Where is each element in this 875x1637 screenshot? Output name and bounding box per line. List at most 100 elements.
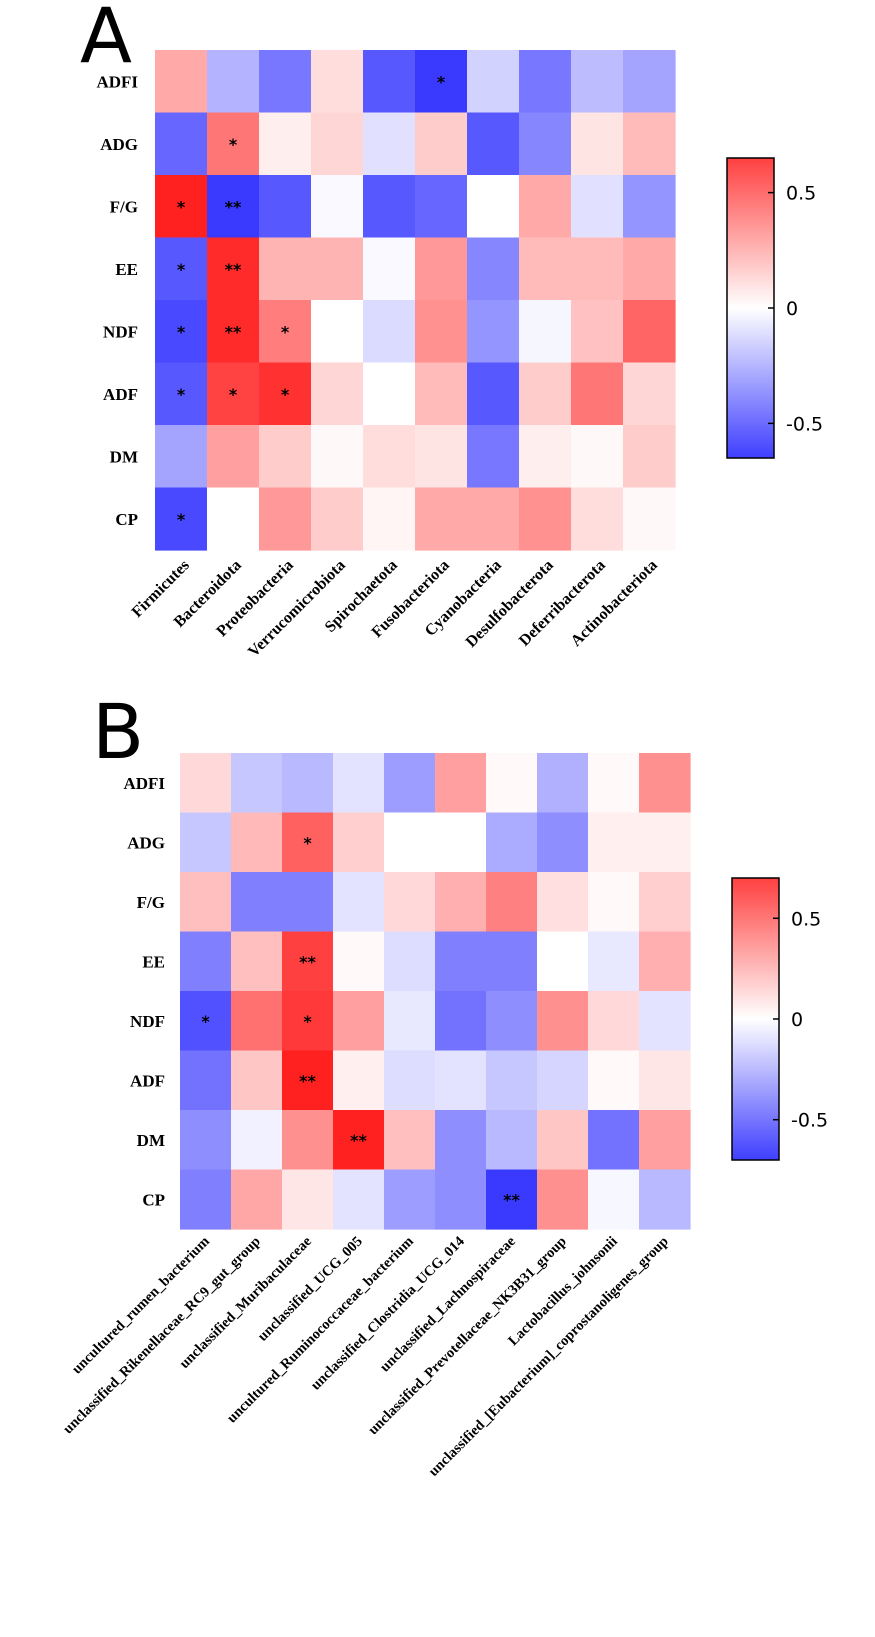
row-label: F/G: [137, 893, 165, 912]
heatmap-cell: [231, 931, 283, 992]
heatmap-cell: [155, 50, 208, 114]
heatmap-cell: [333, 872, 385, 933]
heatmap-cell: [519, 50, 572, 114]
column-label: Desulfobacterota: [463, 557, 557, 651]
heatmap-cell: [623, 112, 676, 176]
heatmap-cell: [537, 812, 589, 873]
heatmap-cell: [363, 237, 416, 301]
significance-mark: **: [299, 1071, 316, 1090]
heatmap-cell: [231, 1169, 283, 1230]
heatmap-cell: [155, 487, 208, 551]
row-label: ADF: [130, 1071, 165, 1090]
significance-mark: **: [503, 1190, 520, 1209]
heatmap-cell: [384, 812, 436, 873]
heatmap-cell: [519, 362, 572, 426]
significance-mark: *: [229, 385, 238, 404]
significance-mark: **: [350, 1131, 367, 1150]
row-label: ADG: [127, 833, 165, 852]
heatmap-cell: [623, 362, 676, 426]
heatmap-cell: [231, 991, 283, 1052]
heatmap-cell: [231, 872, 283, 933]
heatmap-cell: [282, 1110, 334, 1171]
heatmap-cell: [333, 1169, 385, 1230]
heatmap-cell: [537, 1050, 589, 1111]
heatmap-cell: [571, 50, 624, 114]
heatmap-cell: [623, 425, 676, 489]
heatmap-cell: [180, 1110, 232, 1171]
heatmap-cell: [384, 991, 436, 1052]
panel-a: A*** *** *** ** ** * **ADFIADGF/GEENDFADFDMCPF…: [80, 0, 823, 661]
heatmap-cell: [588, 812, 640, 873]
heatmap-cell: [180, 812, 232, 873]
heatmap-cell: [467, 112, 520, 176]
heatmap-cell: [384, 931, 436, 992]
heatmap-cell: [231, 812, 283, 873]
panel-letter: A: [80, 0, 132, 80]
heatmap-cell: [180, 931, 232, 992]
heatmap-cell: [363, 362, 416, 426]
heatmap-cell: [282, 812, 334, 873]
heatmap-cell: [588, 872, 640, 933]
row-label: CP: [142, 1190, 165, 1209]
heatmap-cell: [415, 175, 468, 239]
heatmap-cell: [639, 753, 691, 814]
heatmap-cell: [571, 487, 624, 551]
significance-mark: *: [303, 1012, 312, 1031]
heatmap-cell: [486, 1110, 538, 1171]
heatmap-cell: [588, 991, 640, 1052]
heatmap-cell: [259, 112, 312, 176]
heatmap-cell: [467, 175, 520, 239]
heatmap-cell: [207, 425, 260, 489]
heatmap-cell: [384, 872, 436, 933]
heatmap-cell: [486, 753, 538, 814]
heatmap-cell: [207, 50, 260, 114]
row-label: ADF: [103, 385, 138, 404]
row-label: EE: [115, 260, 138, 279]
row-label: ADG: [100, 135, 138, 154]
heatmap-cell: [486, 812, 538, 873]
heatmap-cell: [537, 991, 589, 1052]
heatmap-cell: [571, 300, 624, 364]
heatmap-cell: [623, 237, 676, 301]
heatmap-cell: [180, 991, 232, 1052]
heatmap-cell: [259, 237, 312, 301]
heatmap-cell: [311, 50, 364, 114]
heatmap-cell: [333, 753, 385, 814]
colorbar-tick-label: 0: [791, 1009, 803, 1031]
heatmap-cell: [363, 112, 416, 176]
heatmap-cell: [231, 753, 283, 814]
heatmap-cell: [537, 753, 589, 814]
heatmap-cell: [259, 487, 312, 551]
heatmap-cell: [231, 1050, 283, 1111]
heatmap-cell: [415, 300, 468, 364]
heatmap-cell: [588, 1050, 640, 1111]
heatmap-cell: [588, 753, 640, 814]
significance-mark: **: [225, 197, 242, 216]
row-label: NDF: [130, 1012, 165, 1031]
significance-mark: *: [303, 833, 312, 852]
heatmap-cell: [467, 362, 520, 426]
heatmap-cell: [639, 1169, 691, 1230]
heatmap-cell: [486, 931, 538, 992]
heatmap-cell: [311, 237, 364, 301]
heatmap-cell: [639, 1110, 691, 1171]
heatmap-cell: [333, 1050, 385, 1111]
heatmap-cell: [415, 487, 468, 551]
heatmap-cell: [311, 300, 364, 364]
colorbar: [731, 877, 780, 1161]
heatmap-cell: [231, 1110, 283, 1171]
heatmap-cell: [384, 1050, 436, 1111]
significance-mark: *: [177, 385, 186, 404]
heatmap-cell: [435, 753, 487, 814]
heatmap-cell: [486, 991, 538, 1052]
heatmap-cell: [363, 425, 416, 489]
colorbar-tick-label: -0.5: [786, 413, 823, 435]
heatmap-cell: [333, 991, 385, 1052]
heatmap-cell: [623, 487, 676, 551]
heatmap-cell: [207, 112, 260, 176]
heatmap-cell: [155, 362, 208, 426]
heatmap-cell: [571, 425, 624, 489]
significance-mark: *: [229, 135, 238, 154]
heatmap-cell: [571, 362, 624, 426]
row-label: CP: [115, 510, 138, 529]
